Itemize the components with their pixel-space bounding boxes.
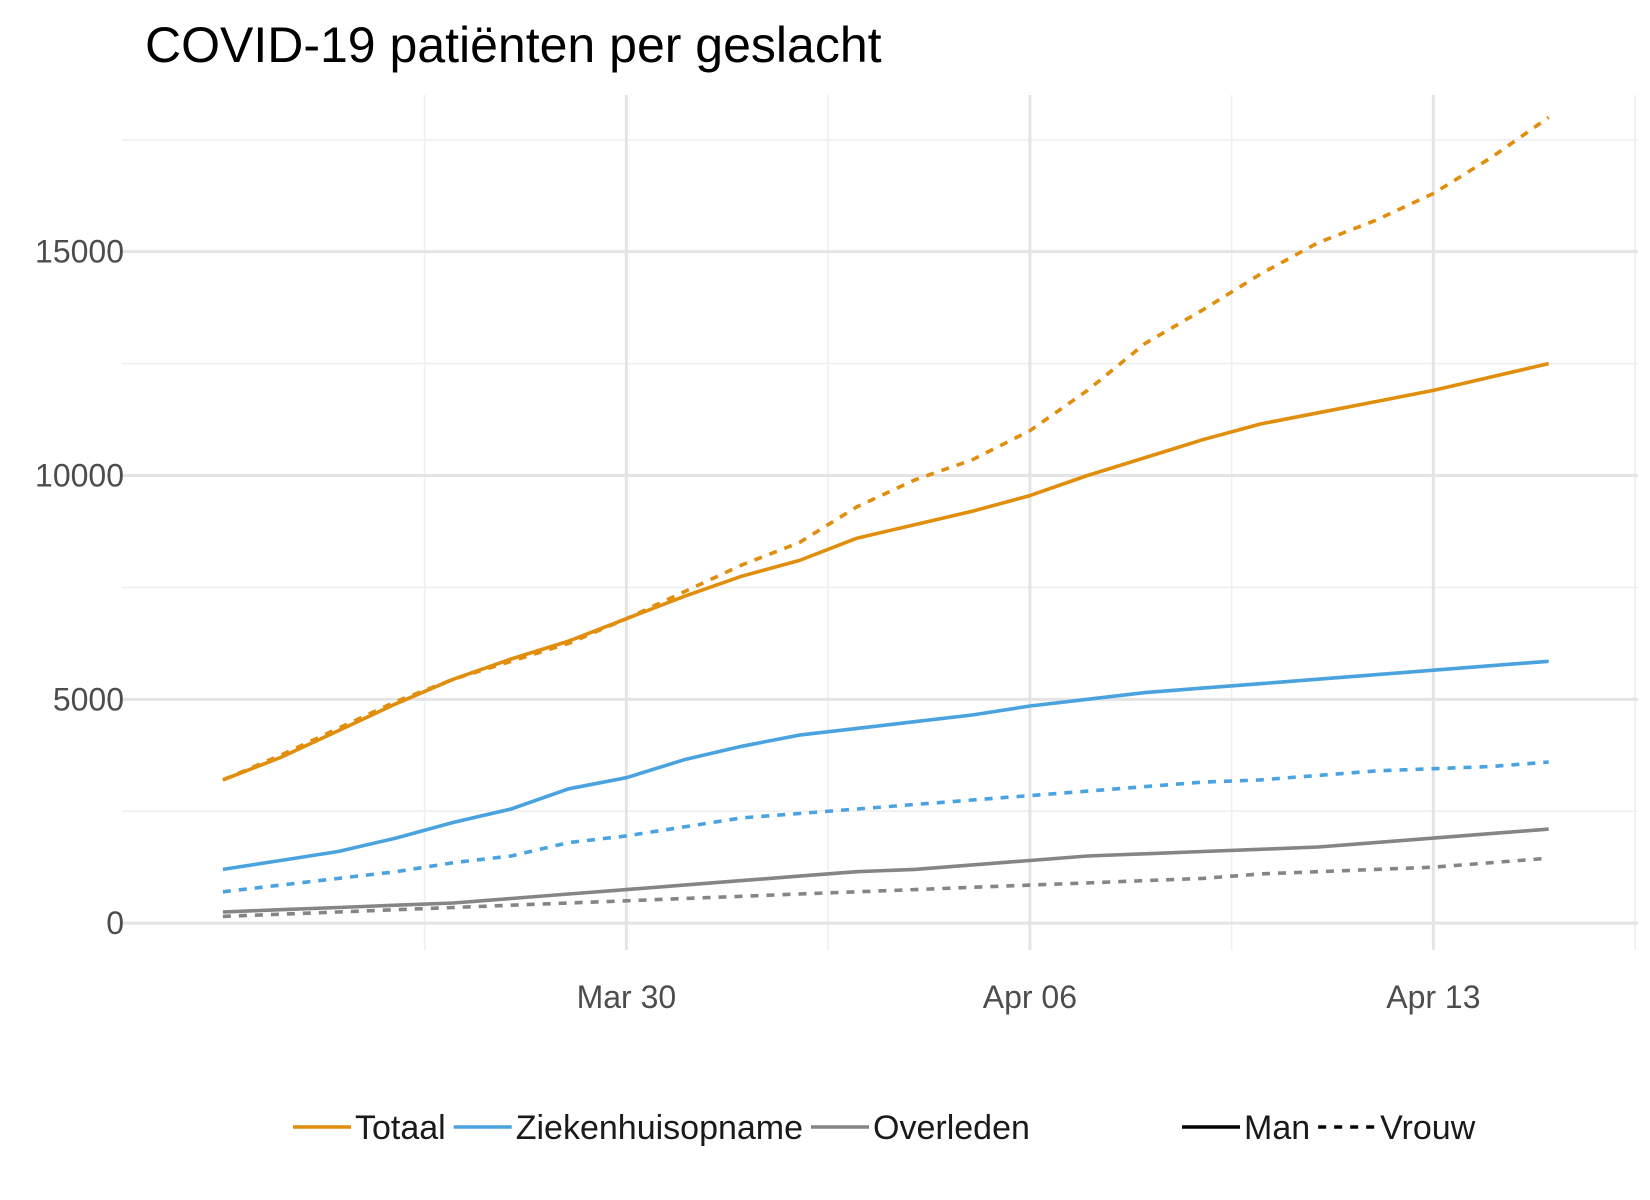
grid xyxy=(122,95,1638,950)
x-tick-label: Apr 06 xyxy=(983,979,1077,1015)
chart-title: COVID-19 patiënten per geslacht xyxy=(145,17,882,73)
x-axis: Mar 30 Apr 06 Apr 13 xyxy=(577,979,1481,1015)
legend-label: Overleden xyxy=(873,1109,1030,1147)
legend-label: Vrouw xyxy=(1380,1109,1476,1147)
series-line-overleden-vrouw xyxy=(222,856,1549,919)
series-line-ziekenhuisopname-man xyxy=(222,659,1549,872)
series-line-overleden-man xyxy=(222,827,1549,914)
y-tick-label: 15000 xyxy=(35,234,124,270)
y-tick-label: 0 xyxy=(106,905,124,941)
x-tick-label: Mar 30 xyxy=(577,979,677,1015)
y-axis: 0 5000 10000 15000 xyxy=(35,234,124,941)
legend-label: Totaal xyxy=(355,1109,446,1147)
legend-label: Man xyxy=(1244,1109,1310,1147)
y-tick-label: 10000 xyxy=(35,457,124,493)
legend: Totaal Ziekenhuisopname Overleden Man Vrouw xyxy=(293,1109,1476,1147)
y-tick-label: 5000 xyxy=(53,681,124,717)
series-line-totaal-man xyxy=(222,361,1550,782)
series-group xyxy=(222,115,1550,919)
legend-label: Ziekenhuisopname xyxy=(516,1109,803,1147)
series-line-totaal-vrouw xyxy=(222,115,1550,782)
x-tick-label: Apr 13 xyxy=(1386,979,1480,1015)
